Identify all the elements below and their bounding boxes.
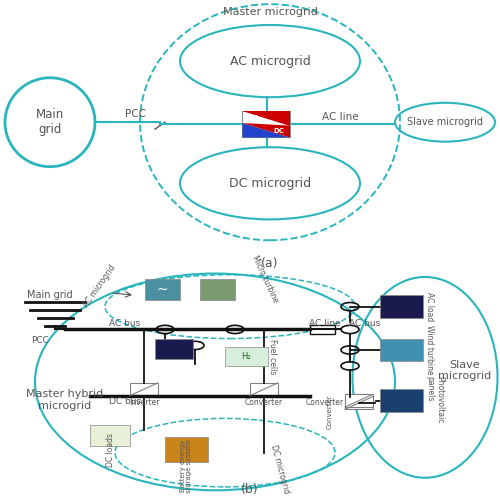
Text: AC: AC xyxy=(248,115,259,121)
Text: AC bus: AC bus xyxy=(350,319,380,328)
Text: Main grid: Main grid xyxy=(27,290,73,300)
Text: Fuel cells: Fuel cells xyxy=(268,339,276,374)
Text: AC line: AC line xyxy=(309,319,341,328)
Text: Photovoltaic
panels: Photovoltaic panels xyxy=(425,376,444,424)
Bar xyxy=(345,394,372,407)
Polygon shape xyxy=(242,123,290,137)
Text: PCC: PCC xyxy=(124,109,146,119)
Bar xyxy=(380,295,422,318)
Text: Master hybrid
microgrid: Master hybrid microgrid xyxy=(26,389,104,411)
Text: DC bus: DC bus xyxy=(109,397,141,406)
Text: Master microgrid: Master microgrid xyxy=(222,7,318,17)
Text: AC bus: AC bus xyxy=(110,319,140,328)
Bar xyxy=(310,325,335,333)
Bar xyxy=(155,339,192,359)
Text: AC load: AC load xyxy=(425,292,434,321)
Bar xyxy=(90,425,130,446)
Text: DC microgrid: DC microgrid xyxy=(229,177,311,190)
Text: AC microgrid: AC microgrid xyxy=(82,263,118,309)
Text: (a): (a) xyxy=(261,257,279,270)
Bar xyxy=(130,383,158,396)
Bar xyxy=(345,397,372,409)
Text: H₂: H₂ xyxy=(241,352,251,361)
Text: Slave
microgrid: Slave microgrid xyxy=(438,360,492,381)
Text: Converter: Converter xyxy=(245,398,283,407)
Text: Main
grid: Main grid xyxy=(36,108,64,136)
Text: DC: DC xyxy=(273,128,284,134)
Polygon shape xyxy=(242,111,290,125)
Text: Converter: Converter xyxy=(327,394,333,429)
Bar xyxy=(242,111,290,137)
Text: DC loads: DC loads xyxy=(106,434,114,467)
Text: AC line: AC line xyxy=(322,112,358,122)
Text: Wind turbine: Wind turbine xyxy=(425,325,434,375)
Bar xyxy=(225,347,268,366)
Text: PCC: PCC xyxy=(31,336,49,345)
Text: DC microgrid: DC microgrid xyxy=(269,443,291,494)
Text: Battery energy
storage system: Battery energy storage system xyxy=(180,439,192,493)
Text: ~: ~ xyxy=(156,283,168,297)
Text: AC microgrid: AC microgrid xyxy=(230,55,310,67)
Bar xyxy=(380,339,422,362)
Text: Converter: Converter xyxy=(306,398,344,407)
Text: Micro turbine: Micro turbine xyxy=(250,254,280,304)
Text: Slave microgrid: Slave microgrid xyxy=(407,117,483,127)
Polygon shape xyxy=(242,123,290,137)
Text: Inverter: Inverter xyxy=(129,398,159,407)
Bar xyxy=(165,436,208,462)
Bar xyxy=(145,279,180,300)
Bar xyxy=(200,279,235,300)
Bar xyxy=(380,389,422,412)
Bar xyxy=(250,383,278,396)
Text: (b): (b) xyxy=(241,483,259,496)
